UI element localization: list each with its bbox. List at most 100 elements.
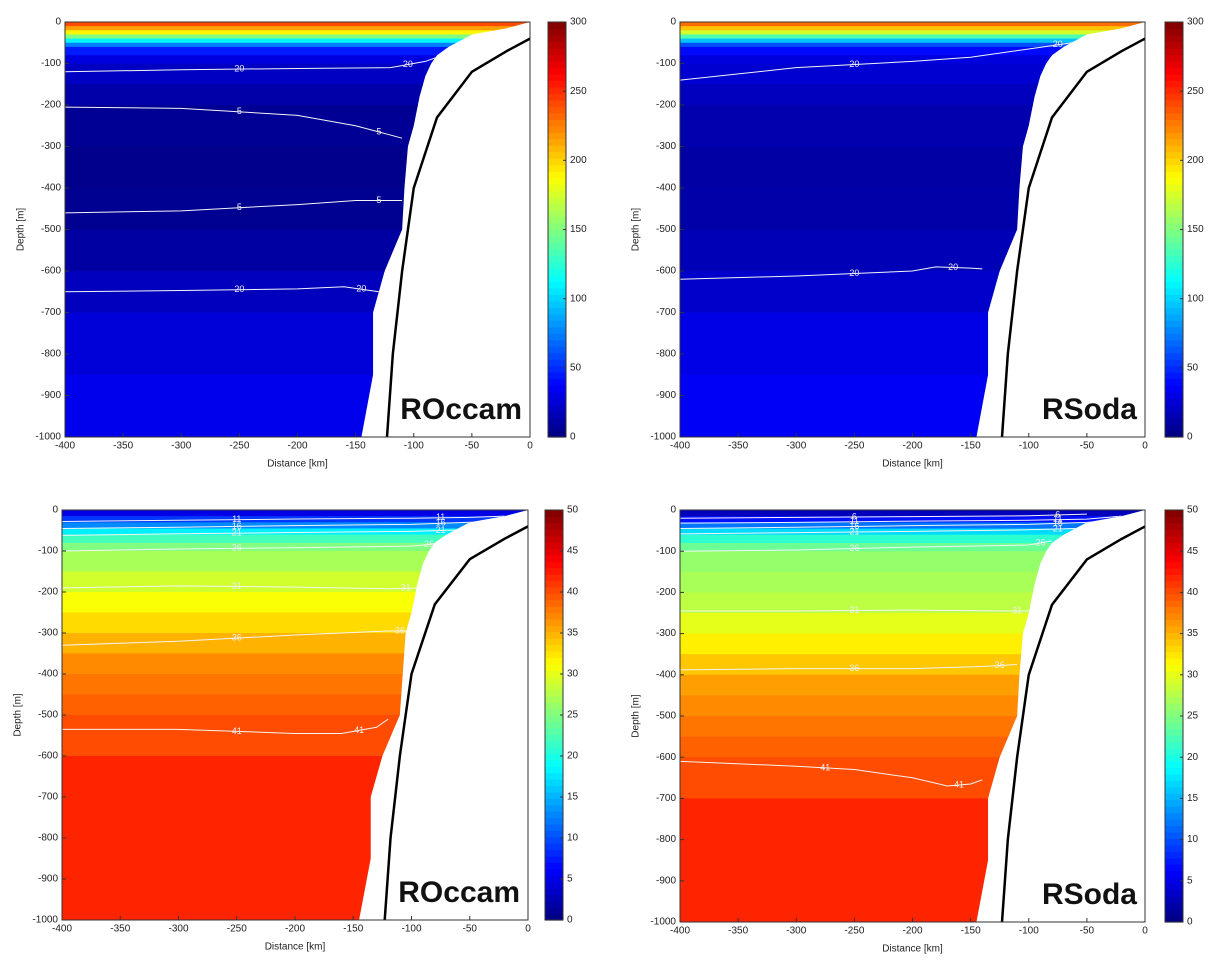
colorbar-cell xyxy=(1165,709,1183,717)
colorbar-cell xyxy=(1165,73,1183,81)
x-axis-label: Distance [km] xyxy=(882,944,943,955)
colorbar-cell xyxy=(1165,378,1183,386)
y-axis-label: Depth [m] xyxy=(13,693,24,737)
colorbar-cell xyxy=(1165,683,1183,691)
colorbar-cell xyxy=(548,398,566,406)
field-band xyxy=(62,592,528,614)
colorbar-cell xyxy=(1165,197,1183,205)
colorbar-cell xyxy=(548,411,566,419)
colorbar-cell xyxy=(1165,138,1183,146)
colorbar-cell xyxy=(545,887,563,895)
colorbar-cell xyxy=(1165,132,1183,140)
colorbar-tick-label: 150 xyxy=(1187,224,1204,235)
colorbar-cell xyxy=(548,365,566,373)
contour-label: 20 xyxy=(234,63,244,73)
colorbar-cell xyxy=(548,112,566,120)
y-tick-label: -300 xyxy=(38,628,58,639)
colorbar-cell xyxy=(548,203,566,211)
colorbar-cell xyxy=(1165,106,1183,114)
colorbar-cell xyxy=(1165,909,1183,917)
colorbar-cell xyxy=(545,766,563,774)
colorbar-cell xyxy=(545,849,563,857)
colorbar-cell xyxy=(545,747,563,755)
colorbar-cell xyxy=(545,574,563,582)
colorbar-cell xyxy=(548,235,566,244)
y-tick-label: -500 xyxy=(41,224,61,235)
colorbar-cell xyxy=(1165,754,1183,762)
colorbar-cell xyxy=(1165,326,1183,334)
colorbar-cell xyxy=(545,855,563,863)
field-band xyxy=(680,528,1145,536)
colorbar-cell xyxy=(545,670,563,678)
panel-label: ROccam xyxy=(398,876,520,909)
field-band xyxy=(65,26,530,32)
x-tick-label: -350 xyxy=(110,924,130,935)
x-tick-label: -200 xyxy=(287,441,307,452)
colorbar-cell xyxy=(548,326,566,334)
colorbar-cell xyxy=(545,612,563,620)
contour-label: 26 xyxy=(849,543,859,553)
colorbar-cell xyxy=(1165,638,1183,646)
colorbar-cell xyxy=(1165,613,1183,621)
field-band xyxy=(680,42,1145,48)
colorbar-tick-label: 50 xyxy=(1187,505,1199,516)
y-tick-label: -1000 xyxy=(32,915,58,926)
colorbar-cell xyxy=(1165,567,1183,575)
colorbar-tick-label: 50 xyxy=(570,362,582,373)
contour-line xyxy=(62,585,424,590)
field-band xyxy=(62,528,528,536)
x-tick-label: -400 xyxy=(670,926,690,937)
colorbar-cell xyxy=(545,580,563,588)
colorbar-cell xyxy=(1165,320,1183,328)
contour-label: 26 xyxy=(1035,537,1045,547)
y-tick-label: 0 xyxy=(55,17,61,28)
y-tick-label: -300 xyxy=(656,628,676,639)
y-tick-label: -600 xyxy=(656,752,676,763)
y-axis-label: Depth [m] xyxy=(16,208,27,252)
x-tick-label: -150 xyxy=(343,924,363,935)
contour-label: 26 xyxy=(232,543,242,553)
colorbar-cell xyxy=(548,313,566,321)
colorbar-cell xyxy=(1165,248,1183,257)
colorbar-cell xyxy=(545,631,563,639)
colorbar-cell xyxy=(1165,548,1183,556)
x-axis-label: Distance [km] xyxy=(265,942,326,953)
contour-line xyxy=(680,664,1018,671)
colorbar-cell xyxy=(545,516,563,524)
colorbar-cell xyxy=(1165,728,1183,736)
colorbar-cell xyxy=(548,294,566,302)
colorbar-cell xyxy=(1165,619,1183,627)
field-band xyxy=(680,38,1145,44)
colorbar-cell xyxy=(548,60,566,68)
colorbar-cell xyxy=(548,184,566,192)
colorbar-tick-label: 250 xyxy=(1187,86,1204,97)
colorbar-cell xyxy=(1165,365,1183,373)
colorbar-cell xyxy=(548,177,566,185)
bathymetry-line xyxy=(1000,37,1146,438)
field-band xyxy=(62,571,528,593)
colorbar-cell xyxy=(548,307,566,315)
x-tick-label: -100 xyxy=(1019,441,1039,452)
y-tick-label: -200 xyxy=(38,587,58,598)
contour-label: 6 xyxy=(852,511,857,521)
x-tick-label: -300 xyxy=(168,924,188,935)
panel: 20 20 5 5 5 5 20 20 -400 -350 -300 -250 -200 -150 -100… xyxy=(16,17,587,470)
x-tick-label: -200 xyxy=(902,441,922,452)
contour-line xyxy=(62,515,505,522)
contour-line xyxy=(65,286,379,293)
colorbar-cell xyxy=(1165,41,1183,49)
colorbar-cell xyxy=(1165,411,1183,419)
colorbar-cell xyxy=(545,510,563,518)
colorbar-cell xyxy=(548,274,566,282)
colorbar-cell xyxy=(548,34,566,43)
field-band xyxy=(62,516,528,524)
x-tick-label: -350 xyxy=(113,441,133,452)
contour-label: 5 xyxy=(237,106,242,116)
colorbar-tick-label: 15 xyxy=(1187,793,1199,804)
colorbar-cell xyxy=(1165,333,1183,341)
contour-line xyxy=(680,609,1029,612)
colorbar-cell xyxy=(548,424,566,432)
x-tick-label: 0 xyxy=(1142,441,1148,452)
colorbar-cell xyxy=(548,28,566,36)
colorbar-cell xyxy=(548,47,566,56)
